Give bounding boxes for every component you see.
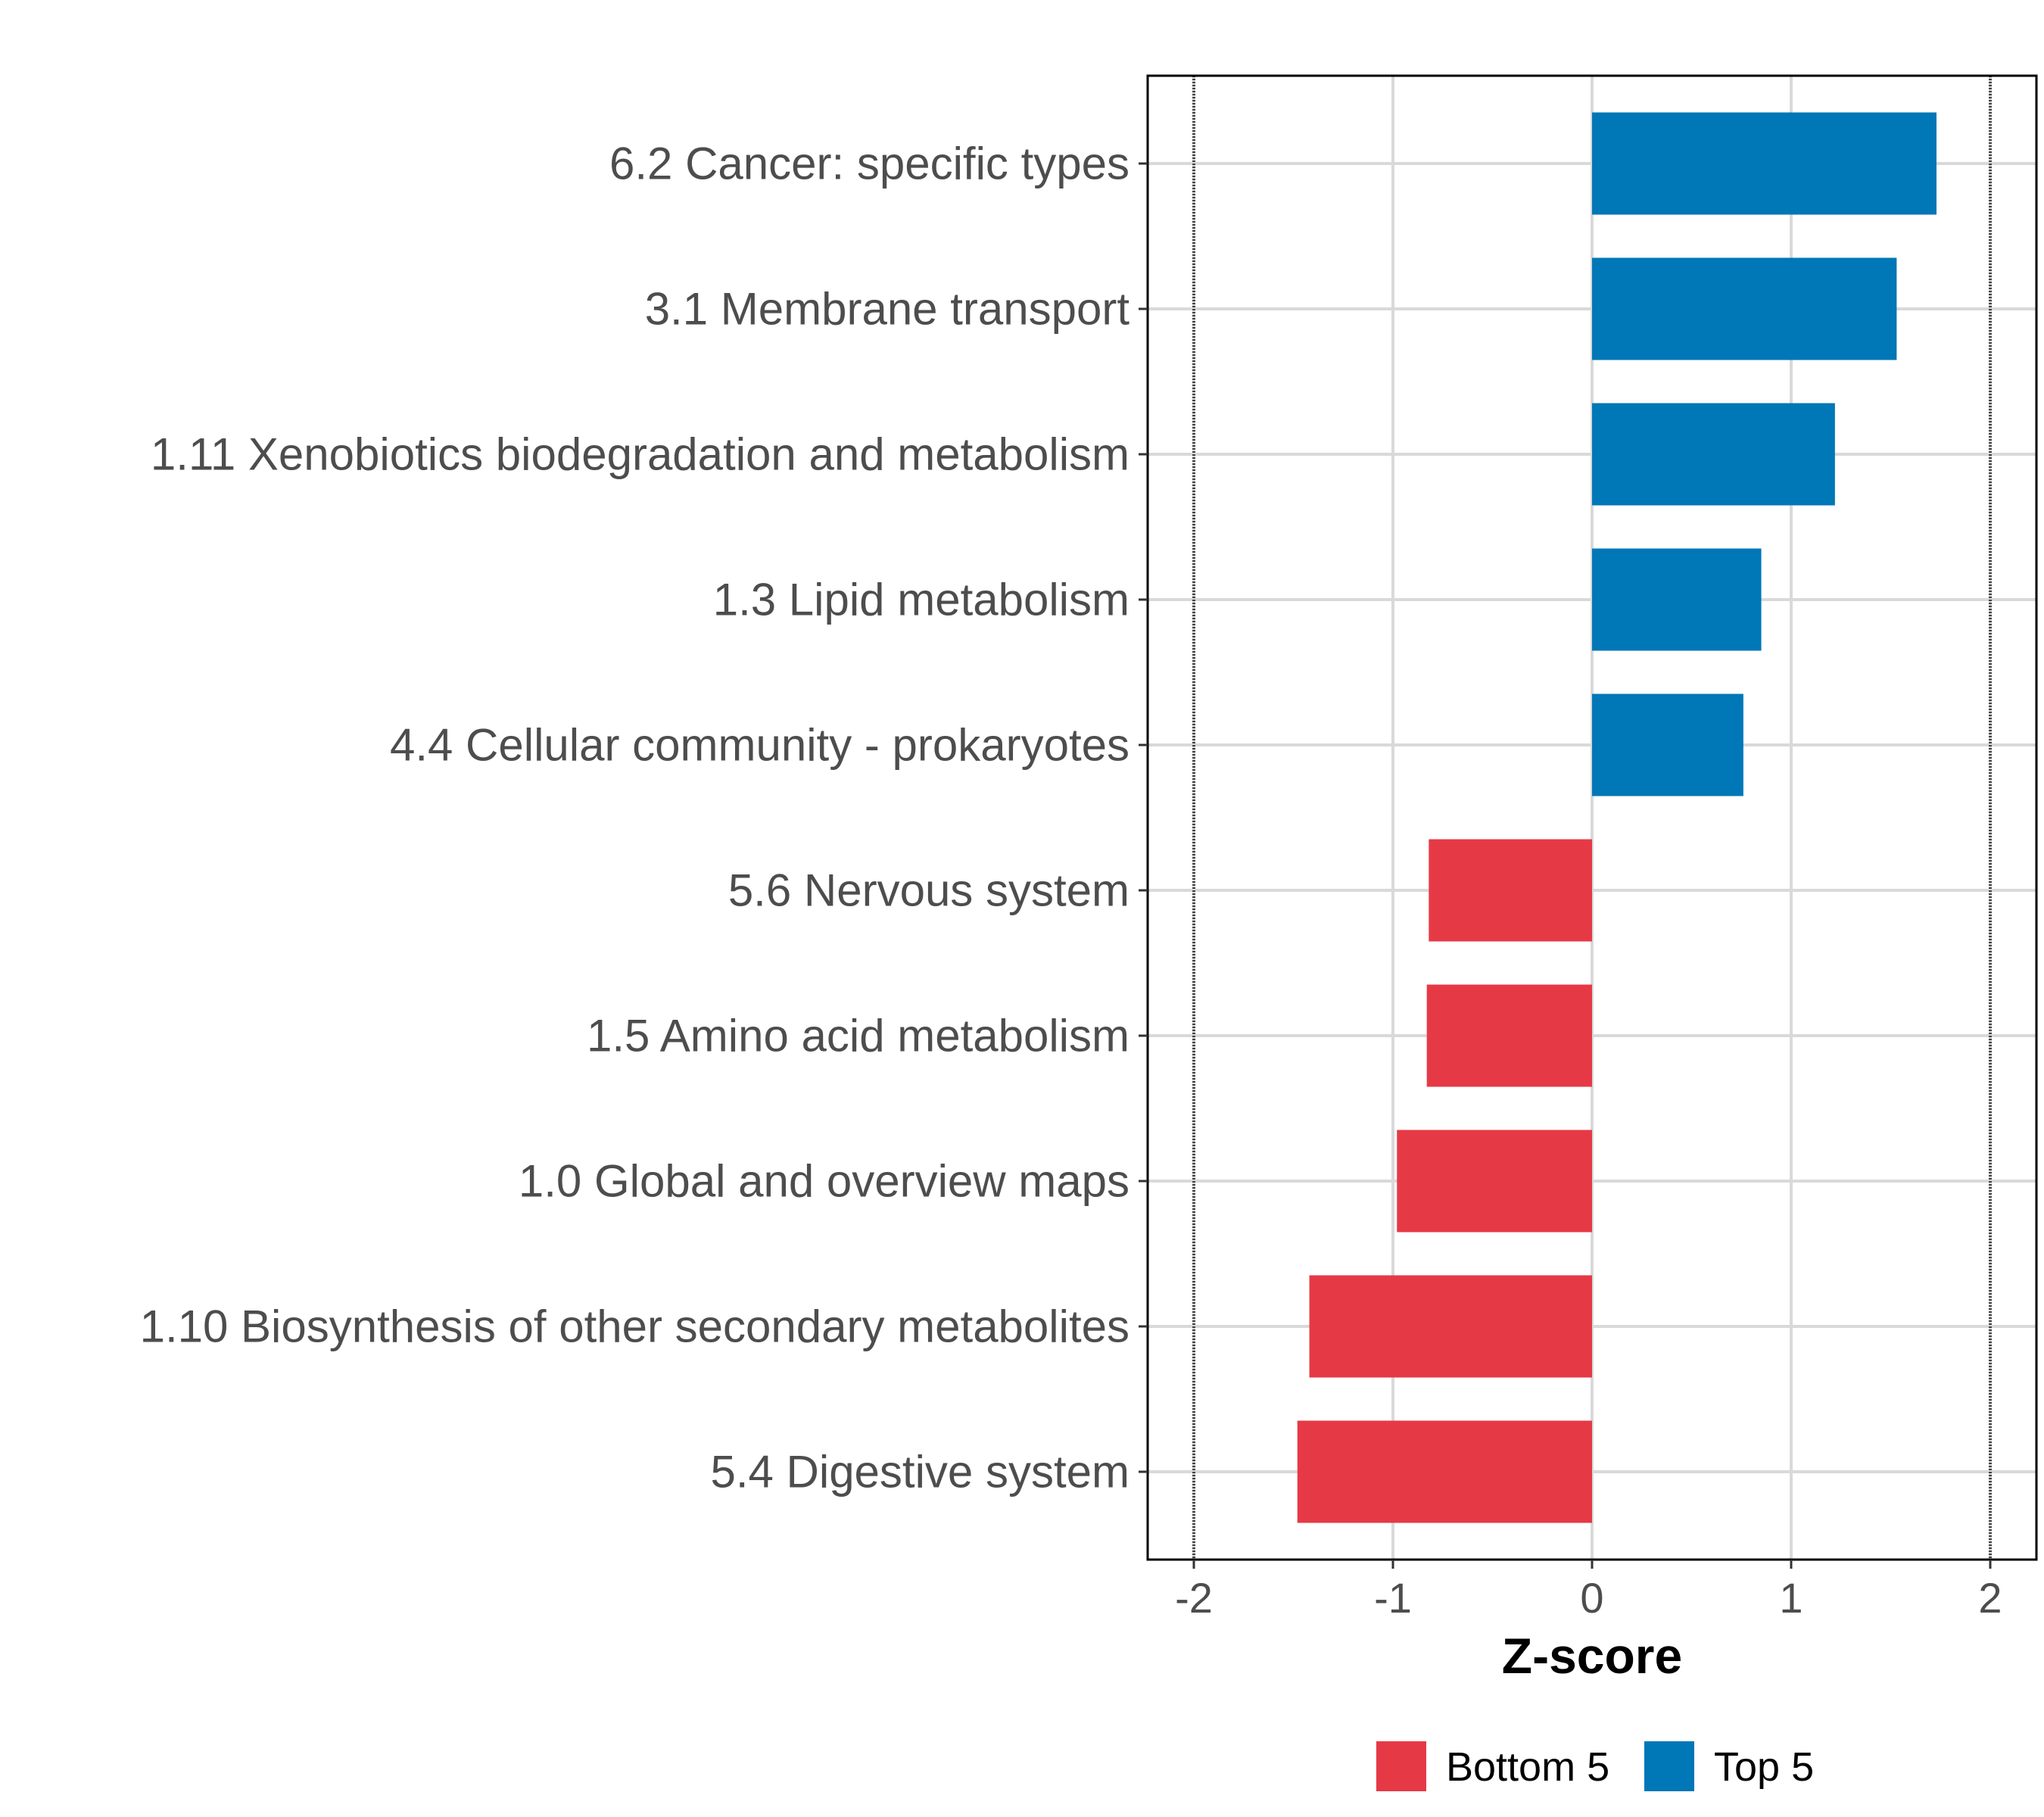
legend-label-bottom5: Bottom 5: [1446, 1744, 1609, 1790]
x-tick-label: -2: [1175, 1574, 1213, 1622]
y-tick-label: 6.2 Cancer: specific types: [609, 139, 1129, 189]
x-tick-label: 1: [1779, 1574, 1803, 1622]
x-tick-label: -1: [1374, 1574, 1412, 1622]
y-tick-label: 5.4 Digestive system: [710, 1447, 1129, 1498]
y-tick-label: 5.6 Nervous system: [728, 865, 1129, 916]
bar: [1429, 839, 1592, 942]
bars: [1297, 112, 1937, 1523]
y-axis-labels: 6.2 Cancer: specific types 3.1 Membrane t…: [140, 139, 1148, 1498]
bar: [1592, 548, 1762, 651]
legend-key-top5: [1644, 1741, 1694, 1791]
bar: [1592, 693, 1743, 796]
x-axis-ticks: -2 -1 0 1 2: [1175, 1560, 2002, 1622]
y-tick-label: 4.4 Cellular community - prokaryotes: [390, 720, 1129, 771]
bar: [1309, 1275, 1592, 1378]
bar: [1426, 984, 1592, 1087]
y-tick-label: 1.10 Biosynthesis of other secondary met…: [140, 1301, 1129, 1352]
legend: Bottom 5 Top 5: [1376, 1741, 1814, 1791]
legend-key-bottom5: [1376, 1741, 1426, 1791]
bar: [1297, 1420, 1592, 1523]
bar: [1592, 403, 1835, 506]
y-tick-label: 3.1 Membrane transport: [645, 284, 1130, 335]
bar: [1592, 257, 1897, 360]
bar: [1397, 1130, 1592, 1233]
y-tick-label: 1.0 Global and overview maps: [519, 1156, 1129, 1207]
y-tick-label: 1.11 Xenobiotics biodegradation and meta…: [151, 429, 1129, 480]
legend-label-top5: Top 5: [1714, 1744, 1814, 1790]
x-axis-title: Z-score: [1502, 1628, 1682, 1684]
bar: [1592, 112, 1937, 215]
y-tick-label: 1.5 Amino acid metabolism: [587, 1011, 1129, 1061]
x-tick-label: 0: [1580, 1574, 1603, 1622]
y-tick-label: 1.3 Lipid metabolism: [713, 575, 1129, 625]
reference-lines: [1192, 76, 1992, 1560]
x-tick-label: 2: [1978, 1574, 2002, 1622]
